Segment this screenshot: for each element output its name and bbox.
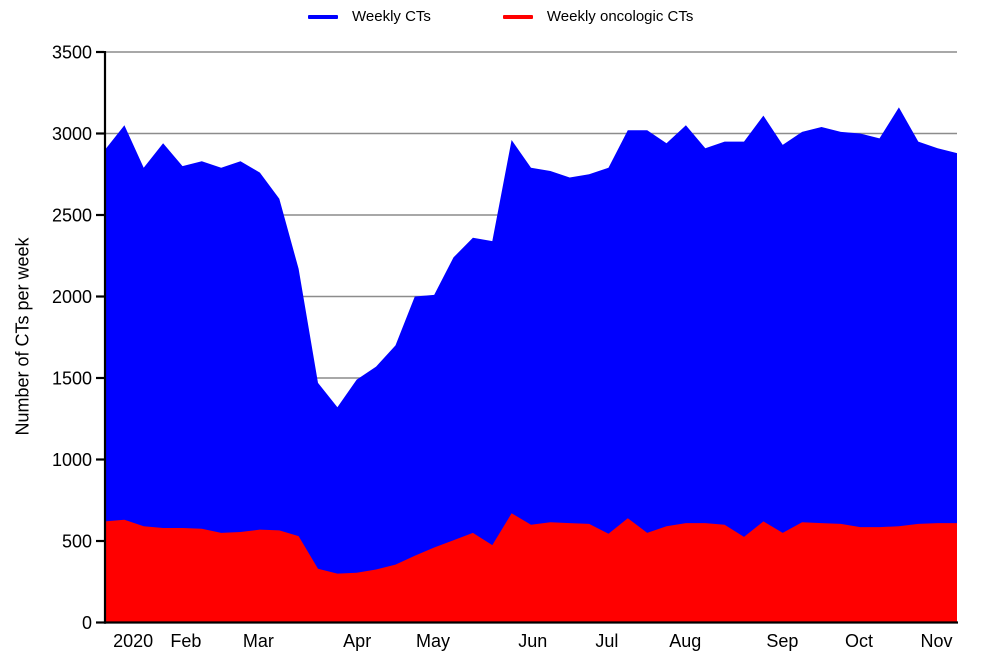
y-tick-label-2500: 2500 [52,206,92,226]
x-label-jul: Jul [595,631,618,651]
legend-swatch-weekly-oncologic-cts [502,14,533,19]
y-tick-label-1000: 1000 [52,450,92,470]
y-tick-label-3000: 3000 [52,124,92,144]
x-label-apr: Apr [343,631,371,651]
legend-item-weekly-oncologic-cts: Weekly oncologic CTs [502,8,694,25]
legend-swatch-weekly-cts [308,14,338,19]
area-weekly-cts [105,107,957,623]
x-label-feb: Feb [170,631,201,651]
x-label-2020: 2020 [113,631,153,651]
legend-item-weekly-cts: Weekly CTs [308,8,431,25]
legend-label-weekly-cts: Weekly CTs [352,8,431,25]
y-tick-label-0: 0 [82,613,92,633]
y-tick-label-500: 500 [62,532,92,552]
x-label-aug: Aug [669,631,701,651]
y-axis-title: Number of CTs per week [12,237,33,436]
x-label-oct: Oct [845,631,873,651]
y-tick-label-1500: 1500 [52,369,92,389]
legend: Weekly CTs Weekly oncologic CTs [308,8,693,25]
area-weekly-oncologic-cts [105,513,957,623]
x-label-jun: Jun [518,631,547,651]
x-label-sep: Sep [766,631,798,651]
x-label-mar: Mar [243,631,274,651]
y-tick-label-2000: 2000 [52,287,92,307]
y-tick-label-3500: 3500 [52,43,92,63]
x-label-nov: Nov [921,631,953,651]
legend-label-weekly-oncologic-cts: Weekly oncologic CTs [546,8,694,25]
x-label-may: May [416,631,450,651]
